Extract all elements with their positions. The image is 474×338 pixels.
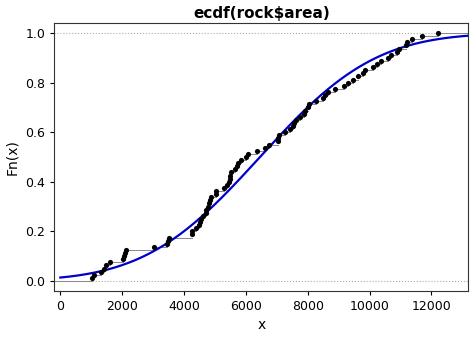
Point <box>332 86 339 92</box>
Point <box>324 89 331 95</box>
Point <box>202 210 210 215</box>
Point <box>100 266 108 271</box>
Point <box>231 167 238 172</box>
Point <box>206 198 213 203</box>
Point <box>205 201 212 206</box>
Point <box>90 272 98 277</box>
Point <box>354 74 362 79</box>
Point <box>419 33 426 39</box>
Point <box>313 98 320 104</box>
Point <box>377 58 384 64</box>
Point <box>286 126 293 132</box>
Point <box>163 241 171 246</box>
Point <box>233 164 241 169</box>
Point <box>274 136 282 141</box>
X-axis label: x: x <box>257 318 265 333</box>
Point <box>207 195 215 200</box>
Point <box>290 120 298 126</box>
Point <box>292 117 300 122</box>
Point <box>192 225 200 231</box>
Point <box>223 182 230 188</box>
Point <box>102 263 109 268</box>
Point <box>321 92 329 98</box>
Point <box>204 204 212 209</box>
Point <box>349 77 356 82</box>
Point <box>300 111 307 116</box>
Point <box>253 148 261 153</box>
Point <box>319 95 327 101</box>
Point <box>151 244 158 249</box>
Point <box>301 108 309 113</box>
Point <box>396 46 403 51</box>
Point <box>197 216 205 222</box>
Title: ecdf(rock$area): ecdf(rock$area) <box>193 5 329 21</box>
Point <box>245 151 252 156</box>
Point <box>282 129 289 135</box>
Point <box>220 185 228 191</box>
Point <box>370 65 377 70</box>
Point <box>212 191 219 197</box>
Point <box>97 269 104 274</box>
Point <box>226 173 234 178</box>
Point <box>304 105 311 110</box>
Point <box>106 260 114 265</box>
Point <box>202 207 210 212</box>
Point <box>88 275 96 281</box>
Point <box>296 114 303 119</box>
Point <box>227 170 235 175</box>
Point <box>434 30 442 36</box>
Point <box>199 213 207 219</box>
Point <box>196 219 204 225</box>
Y-axis label: Fn(x): Fn(x) <box>6 139 19 175</box>
Point <box>393 49 401 54</box>
Point <box>164 238 172 243</box>
Point <box>275 132 283 138</box>
Point <box>359 71 366 76</box>
Point <box>265 142 273 147</box>
Point <box>403 40 411 45</box>
Point <box>243 154 250 160</box>
Point <box>345 80 352 85</box>
Point <box>237 158 244 163</box>
Point <box>402 43 410 48</box>
Point <box>235 161 242 166</box>
Point <box>122 247 130 253</box>
Point <box>274 139 282 144</box>
Point <box>289 123 297 129</box>
Point <box>361 68 369 73</box>
Point <box>384 55 392 61</box>
Point <box>340 83 347 89</box>
Point <box>225 179 232 185</box>
Point <box>121 250 128 256</box>
Point <box>119 257 127 262</box>
Point <box>189 229 196 234</box>
Point <box>262 145 269 150</box>
Point <box>120 254 128 259</box>
Point <box>374 61 381 67</box>
Point <box>165 235 173 240</box>
Point <box>212 188 219 194</box>
Point <box>387 52 395 57</box>
Point <box>189 232 196 237</box>
Point <box>305 102 312 107</box>
Point <box>409 37 416 42</box>
Point <box>195 222 203 228</box>
Point <box>226 176 234 182</box>
